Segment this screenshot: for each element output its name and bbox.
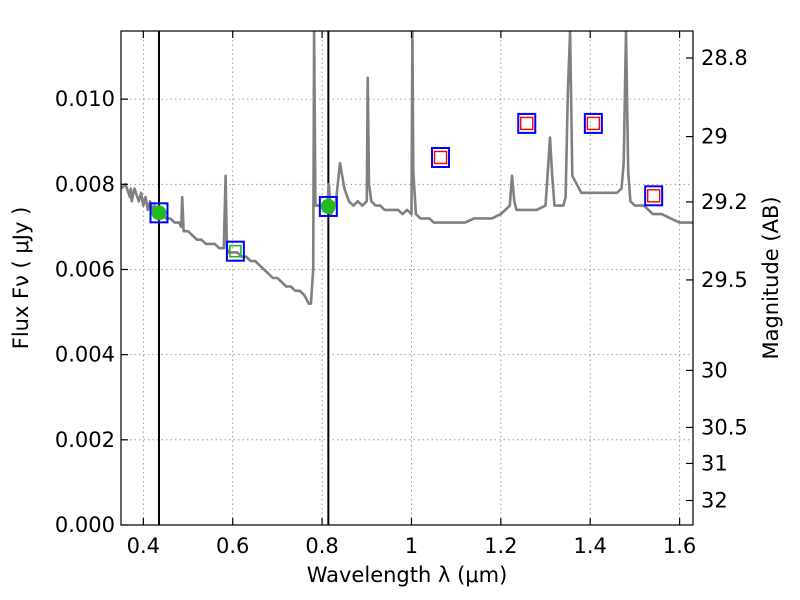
- photometry-box: [225, 240, 245, 262]
- x-axis-title: Wavelength λ (μm): [307, 563, 508, 587]
- photometry-box: [583, 112, 603, 134]
- limit-point: [229, 244, 242, 258]
- mag-tick-label: 29.5: [701, 268, 748, 292]
- data-layer: [121, 31, 693, 525]
- x-tick-label: 1.2: [484, 534, 517, 558]
- model-point: [520, 116, 534, 131]
- y-axis-title: Flux Fν ( μJy ): [9, 207, 33, 350]
- plot-frame: [120, 30, 694, 526]
- mag-tick-label: 30: [701, 358, 728, 382]
- model-point: [433, 150, 448, 165]
- clipped-data: [121, 31, 693, 525]
- mag-tick-label: 32: [701, 488, 728, 512]
- mag-tick-label: 30.5: [701, 415, 748, 439]
- mag-tick-label: 28.8: [701, 46, 748, 70]
- mag-tick-label: 31: [701, 451, 728, 475]
- model-point: [646, 189, 661, 203]
- mag-tick-label: 29: [701, 125, 728, 149]
- detection-point: [320, 198, 336, 214]
- x-tick-label: 0.6: [216, 534, 249, 558]
- photometry-box: [149, 202, 169, 224]
- photometry-box: [318, 195, 338, 217]
- x-tick-label: 1.6: [663, 534, 696, 558]
- x-tick-label: 1: [405, 534, 418, 558]
- tick-layer: 0.4 0.6 0.8 1 1.2 1.4 1.6 0.000 0.002 0.004 0.006 0…: [55, 31, 748, 558]
- x-tick-label: 0.8: [305, 534, 338, 558]
- x-tick-label: 0.4: [127, 534, 160, 558]
- photometry-box: [517, 112, 537, 134]
- mag-tick-label: 29.2: [701, 190, 748, 214]
- y-tick-label: 0.008: [55, 172, 115, 196]
- y-tick-label: 0.006: [55, 257, 115, 281]
- y-tick-label: 0.010: [55, 87, 115, 111]
- x-tick-label: 1.4: [574, 534, 607, 558]
- y-tick-label: 0.000: [55, 513, 115, 537]
- y-tick-label: 0.002: [55, 428, 115, 452]
- right-axis-title: Magnitude (AB): [759, 196, 783, 359]
- detection-point: [151, 205, 167, 221]
- y-tick-label: 0.004: [55, 343, 115, 367]
- plot-background: [121, 31, 693, 525]
- photometry-box: [644, 185, 664, 207]
- model-point: [586, 116, 601, 131]
- photometry-box: [431, 146, 451, 168]
